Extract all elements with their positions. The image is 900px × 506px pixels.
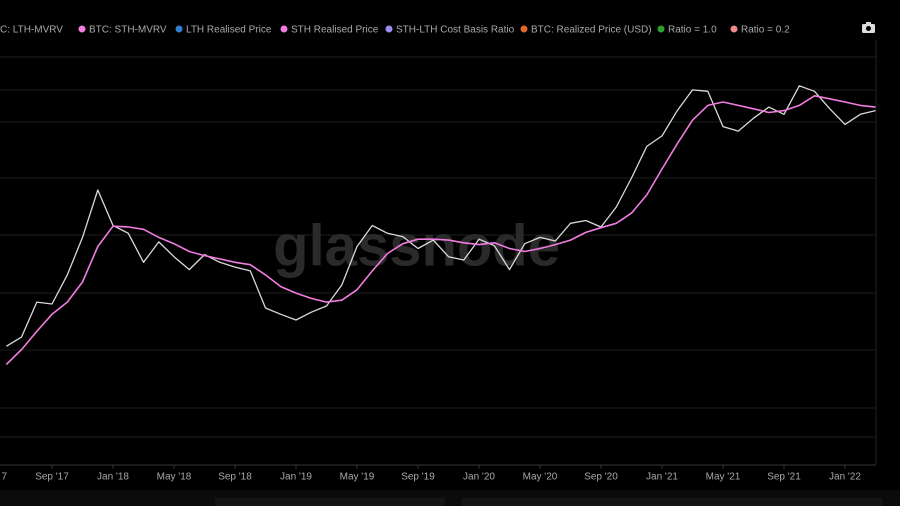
x-tick-label: Sep '19 <box>401 472 435 483</box>
series-line <box>5 85 876 347</box>
x-tick-label: Jan '21 <box>646 472 678 483</box>
legend-label: C: LTH-MVRV <box>0 25 63 36</box>
x-tick-label: May '18 <box>157 472 192 483</box>
x-tick-label: 7 <box>1 472 7 483</box>
legend-marker <box>730 25 738 33</box>
x-tick-label: Sep '18 <box>218 472 252 483</box>
x-tick-label: Jan '18 <box>97 472 129 483</box>
legend-label: STH-LTH Cost Basis Ratio <box>396 25 515 36</box>
x-tick-label: May '20 <box>523 472 558 483</box>
legend-label: Ratio = 1.0 <box>668 25 717 36</box>
x-tick-label: May '21 <box>706 472 741 483</box>
x-tick-label: Sep '20 <box>584 472 618 483</box>
x-tick-label: Jan '20 <box>463 472 495 483</box>
x-tick-label: Jan '22 <box>829 472 861 483</box>
x-tick-label: Sep '17 <box>35 472 69 483</box>
legend-label: BTC: Realized Price (USD) <box>531 25 652 36</box>
legend-marker <box>280 25 288 33</box>
legend-marker <box>520 25 528 33</box>
legend-marker <box>657 25 665 33</box>
legend-label: BTC: STH-MVRV <box>89 25 167 36</box>
watermark: glassnode <box>273 213 560 278</box>
x-tick-label: Sep '21 <box>767 472 801 483</box>
navigator-window[interactable] <box>462 498 882 506</box>
x-tick-label: Jan '19 <box>280 472 312 483</box>
legend-marker <box>78 25 86 33</box>
series-line <box>5 95 876 366</box>
legend-label: Ratio = 0.2 <box>741 25 790 36</box>
legend-label: LTH Realised Price <box>186 25 272 36</box>
x-tick-label: May '19 <box>340 472 375 483</box>
camera-icon[interactable] <box>862 22 875 33</box>
legend-label: STH Realised Price <box>291 25 379 36</box>
navigator-window[interactable] <box>215 498 445 506</box>
legend-marker <box>385 25 393 33</box>
legend-marker <box>175 25 183 33</box>
